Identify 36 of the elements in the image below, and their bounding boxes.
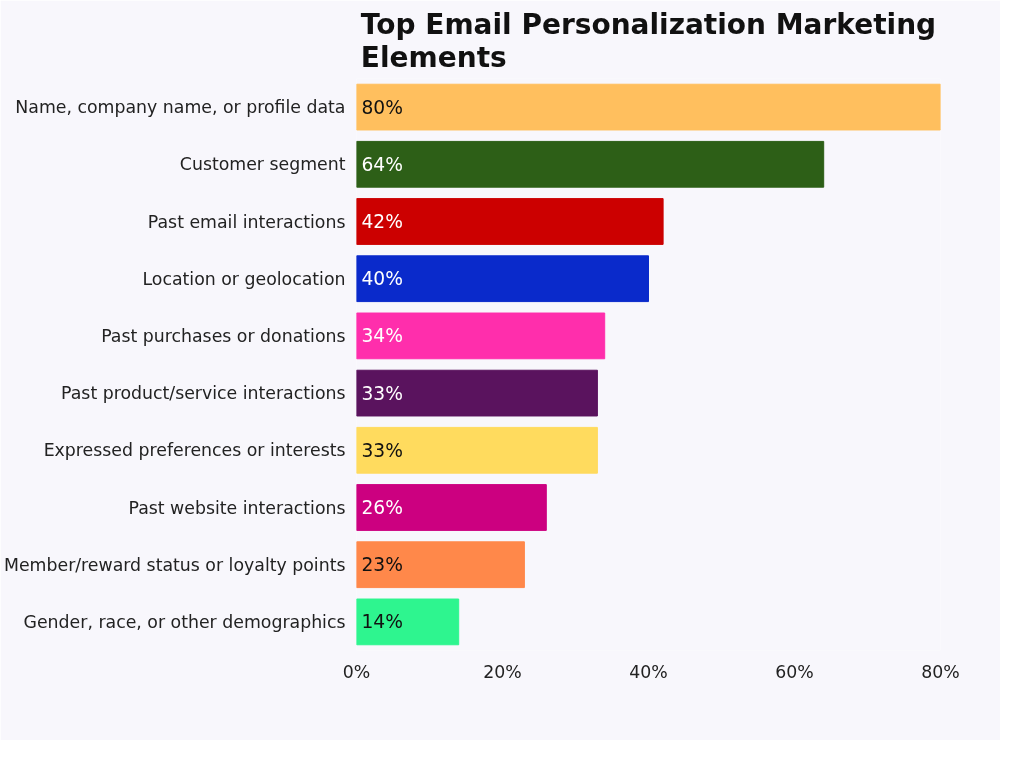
- bar: [356, 140, 825, 188]
- data-label: 33%: [361, 382, 403, 404]
- chart-title: Top Email Personalization Marketing Elements: [360, 7, 937, 74]
- y-tick-label: Expressed preferences or interests: [43, 440, 346, 461]
- y-tick-label: Past website interactions: [128, 497, 346, 518]
- y-tick-label: Location or geolocation: [142, 268, 346, 289]
- x-tick-label: 60%: [775, 661, 814, 682]
- y-tick-label: Past product/service interactions: [61, 383, 346, 404]
- data-label: 40%: [361, 268, 403, 290]
- y-tick-label: Member/reward status or loyalty points: [4, 554, 346, 575]
- data-label: 33%: [361, 439, 403, 461]
- bar: [356, 255, 649, 303]
- data-label: 64%: [361, 153, 403, 175]
- y-tick-label: Customer segment: [179, 154, 346, 175]
- x-tick-label: 20%: [483, 661, 522, 682]
- bar: [356, 484, 547, 531]
- bar: [356, 541, 525, 589]
- data-label: 80%: [361, 96, 403, 118]
- y-tick-label: Gender, race, or other demographics: [23, 611, 346, 632]
- y-tick-label: Name, company name, or profile data: [15, 97, 346, 118]
- x-tick-label: 0%: [342, 661, 371, 682]
- data-label: 42%: [361, 211, 403, 232]
- x-tick-label: 40%: [629, 661, 668, 682]
- y-tick-label: Past email interactions: [147, 211, 346, 232]
- bar: [356, 369, 598, 417]
- data-label: 23%: [361, 554, 403, 576]
- bar: [356, 83, 941, 131]
- bar: [356, 312, 606, 360]
- data-label: 34%: [361, 325, 403, 347]
- bar: [356, 598, 460, 646]
- data-label: 14%: [361, 611, 403, 633]
- data-label: 26%: [361, 497, 403, 518]
- bar: [356, 198, 664, 245]
- bar: [356, 426, 598, 474]
- x-tick-label: 80%: [921, 661, 960, 682]
- y-tick-label: Past purchases or donations: [101, 325, 346, 346]
